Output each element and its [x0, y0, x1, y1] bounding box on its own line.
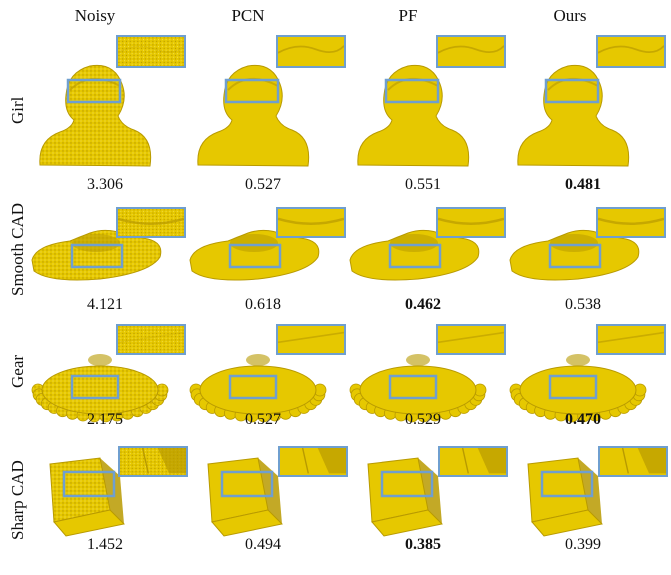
sharpcad-pf-render — [367, 457, 444, 537]
score-gear-noisy: 2.175 — [87, 411, 123, 428]
result-gear-pcn — [188, 330, 338, 455]
zoom-inset-sharpcad-pcn — [278, 446, 348, 477]
smoothcad-pcn-render — [189, 229, 320, 281]
smoothcad-ours-render — [509, 229, 640, 281]
result-smoothcad-pcn — [188, 205, 338, 330]
zoom-inset-girl-pcn — [276, 35, 346, 68]
gear-pcn-render — [189, 354, 327, 423]
score-girl-noisy: 3.306 — [87, 176, 123, 193]
result-sharpcad-pf — [348, 450, 498, 575]
result-girl-pcn — [188, 50, 338, 175]
zoom-inset-girl-ours — [596, 35, 666, 68]
sharpcad-ours-render — [527, 457, 604, 537]
row-label-sharp-cad: Sharp CAD — [8, 460, 27, 540]
score-sharpcad-noisy: 1.452 — [87, 536, 123, 553]
zoom-inset-gear-pf — [436, 324, 506, 355]
score-girl-pf: 0.551 — [405, 176, 441, 193]
girl-ours-render — [517, 64, 630, 167]
row-label-smooth-cad: Smooth CAD — [8, 202, 27, 296]
zoom-inset-smoothcad-pcn — [276, 207, 346, 238]
result-smoothcad-noisy — [30, 205, 180, 330]
result-smoothcad-ours — [508, 205, 658, 330]
result-gear-ours — [508, 330, 658, 455]
girl-pf-render — [357, 64, 470, 167]
girl-pcn-render — [197, 64, 310, 167]
score-sharpcad-pf: 0.385 — [405, 536, 441, 553]
zoom-inset-sharpcad-pf — [438, 446, 508, 477]
result-sharpcad-pcn — [188, 450, 338, 575]
zoom-inset-smoothcad-noisy — [116, 207, 186, 238]
gear-ours-render — [509, 354, 647, 423]
score-sharpcad-ours: 0.399 — [565, 536, 601, 553]
score-smoothcad-noisy: 4.121 — [87, 296, 123, 313]
zoom-inset-sharpcad-ours — [598, 446, 668, 477]
result-sharpcad-noisy — [30, 450, 180, 575]
zoom-inset-smoothcad-pf — [436, 207, 506, 238]
girl-noisy-render — [39, 64, 152, 167]
zoom-inset-smoothcad-ours — [596, 207, 666, 238]
zoom-inset-girl-pf — [436, 35, 506, 68]
row-label-gear: Gear — [8, 354, 27, 388]
result-girl-pf — [348, 50, 498, 175]
result-sharpcad-ours — [508, 450, 658, 575]
smoothcad-pf-render — [349, 229, 480, 281]
result-gear-pf — [348, 330, 498, 455]
score-girl-ours: 0.481 — [565, 176, 601, 193]
gear-noisy-render — [31, 354, 169, 423]
row-label-girl: Girl — [8, 96, 27, 124]
zoom-inset-gear-pcn — [276, 324, 346, 355]
score-gear-pcn: 0.527 — [245, 411, 281, 428]
score-gear-ours: 0.470 — [565, 411, 601, 428]
score-sharpcad-pcn: 0.494 — [245, 536, 281, 553]
score-gear-pf: 0.529 — [405, 411, 441, 428]
column-header-noisy: Noisy — [74, 6, 116, 25]
result-girl-noisy — [30, 50, 180, 175]
zoom-inset-girl-noisy — [116, 35, 186, 68]
zoom-inset-sharpcad-noisy — [118, 446, 188, 477]
score-girl-pcn: 0.527 — [245, 176, 281, 193]
smoothcad-noisy-render — [31, 229, 162, 281]
result-smoothcad-pf — [348, 205, 498, 330]
gear-pf-render — [349, 354, 487, 423]
column-header-ours: Ours — [553, 6, 587, 25]
column-header-pf: PF — [398, 6, 418, 25]
score-smoothcad-pcn: 0.618 — [245, 296, 281, 313]
column-header-pcn: PCN — [231, 6, 265, 25]
score-smoothcad-ours: 0.538 — [565, 296, 601, 313]
sharpcad-pcn-render — [207, 457, 284, 537]
result-girl-ours — [508, 50, 658, 175]
score-smoothcad-pf: 0.462 — [405, 296, 441, 313]
sharpcad-noisy-render — [49, 457, 126, 537]
zoom-inset-gear-noisy — [116, 324, 186, 355]
zoom-inset-gear-ours — [596, 324, 666, 355]
result-gear-noisy — [30, 330, 180, 455]
